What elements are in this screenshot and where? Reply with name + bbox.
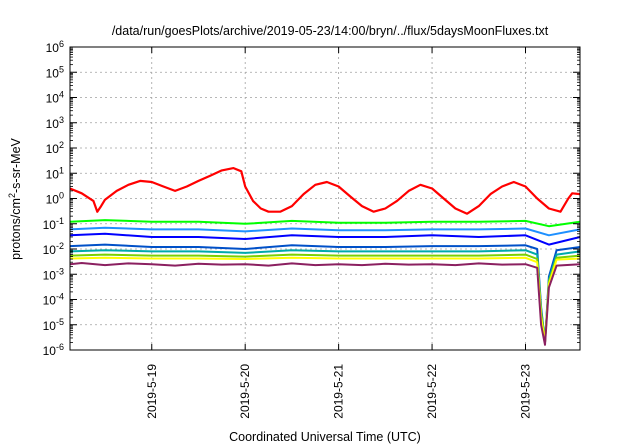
y-tick-exponent: 2 bbox=[59, 140, 64, 150]
grid-lines bbox=[70, 47, 580, 350]
y-tick-base: 10 bbox=[46, 66, 60, 80]
series-line-9 bbox=[69, 262, 581, 346]
y-tick-base: 10 bbox=[43, 218, 57, 232]
y-tick-label: 10-2 bbox=[43, 241, 64, 257]
series-line-1 bbox=[69, 167, 581, 215]
y-tick-label: 100 bbox=[46, 191, 64, 207]
y-tick-exponent: -4 bbox=[56, 292, 64, 302]
x-axis-title: Coordinated Universal Time (UTC) bbox=[229, 430, 421, 444]
y-tick-exponent: 4 bbox=[59, 90, 64, 100]
y-tick-exponent: -2 bbox=[56, 241, 64, 251]
series-line-3 bbox=[69, 226, 581, 237]
series-line-2 bbox=[69, 219, 581, 228]
y-tick-exponent: -3 bbox=[56, 266, 64, 276]
y-tick-base: 10 bbox=[46, 117, 60, 131]
y-tick-base: 10 bbox=[46, 92, 60, 106]
y-tick-base: 10 bbox=[46, 193, 60, 207]
x-tick-label: 2019-5-19 bbox=[145, 364, 159, 419]
x-tick-label: 2019-5-23 bbox=[518, 364, 532, 419]
x-tick-label: 2019-5-20 bbox=[238, 364, 252, 419]
y-tick-label: 105 bbox=[46, 64, 64, 80]
y-tick-exponent: 5 bbox=[59, 64, 64, 74]
x-axis-ticks: 2019-5-19 2019-5-20 2019-5-21 2019-5-22 2019… bbox=[145, 47, 532, 419]
y-tick-base: 10 bbox=[43, 294, 57, 308]
y-tick-base: 10 bbox=[43, 344, 57, 358]
y-tick-base: 10 bbox=[46, 41, 60, 55]
y-tick-exponent: -5 bbox=[56, 317, 64, 327]
y-tick-label: 103 bbox=[46, 115, 64, 131]
y-tick-label: 10-4 bbox=[43, 292, 64, 308]
y-tick-exponent: -1 bbox=[56, 216, 64, 226]
y-tick-base: 10 bbox=[46, 167, 60, 181]
y-tick-label: 10-6 bbox=[43, 342, 64, 358]
chart-title: /data/run/goesPlots/archive/2019-05-23/1… bbox=[112, 24, 549, 38]
y-axis-title: protons/cm2-s-sr-MeV bbox=[7, 137, 23, 259]
y-tick-exponent: -6 bbox=[56, 342, 64, 352]
y-tick-exponent: 6 bbox=[59, 39, 64, 49]
y-tick-label: 101 bbox=[46, 165, 64, 181]
y-tick-exponent: 0 bbox=[59, 191, 64, 201]
y-tick-base: 10 bbox=[43, 319, 57, 333]
y-tick-label: 10-3 bbox=[43, 266, 64, 282]
data-series bbox=[69, 167, 581, 346]
y-tick-exponent: 1 bbox=[59, 165, 64, 175]
y-tick-base: 10 bbox=[46, 142, 60, 156]
y-tick-base: 10 bbox=[43, 268, 57, 282]
y-tick-label: 10-1 bbox=[43, 216, 64, 232]
y-axis-ticks: 10610510410310210110010-110-210-310-410-… bbox=[43, 39, 580, 358]
y-tick-label: 106 bbox=[46, 39, 64, 55]
y-tick-label: 10-5 bbox=[43, 317, 64, 333]
x-tick-label: 2019-5-21 bbox=[332, 364, 346, 419]
y-tick-exponent: 3 bbox=[59, 115, 64, 125]
y-tick-label: 104 bbox=[46, 90, 64, 106]
series-line-4 bbox=[69, 232, 581, 246]
y-tick-base: 10 bbox=[43, 243, 57, 257]
y-tick-label: 102 bbox=[46, 140, 64, 156]
x-tick-label: 2019-5-22 bbox=[425, 364, 439, 419]
